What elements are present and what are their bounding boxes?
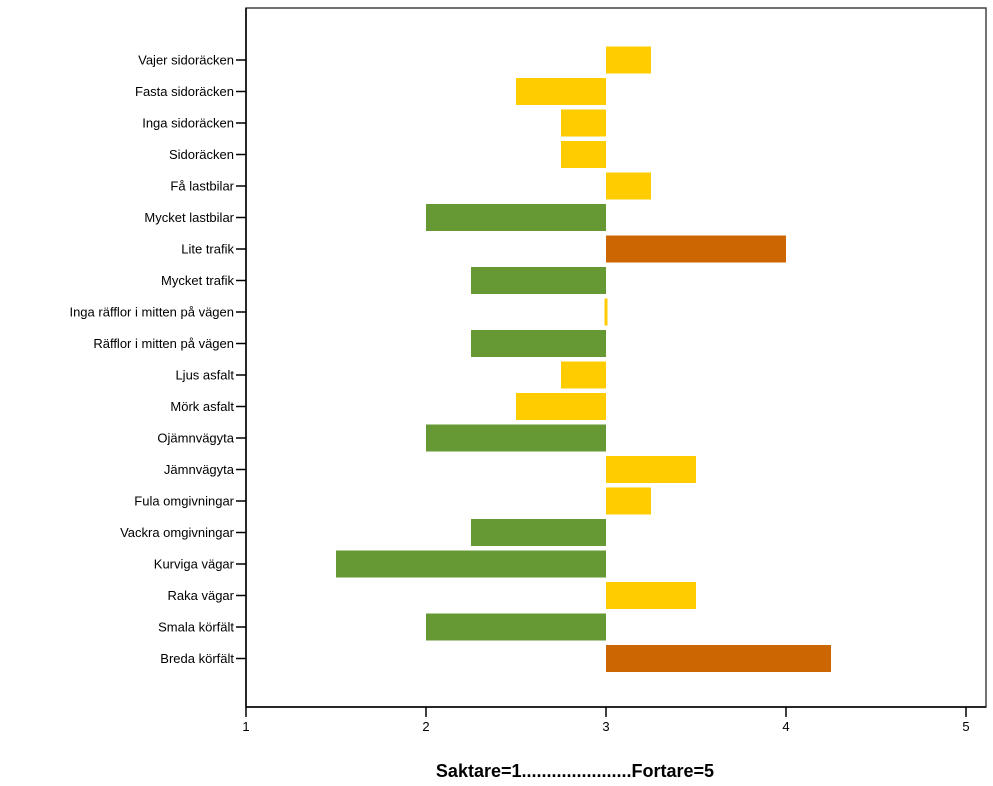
y-tick-label: Fasta sidoräcken: [135, 84, 234, 99]
bar: [606, 487, 651, 515]
bar: [336, 550, 606, 578]
x-tick-label: 4: [782, 719, 789, 734]
bar: [471, 267, 606, 294]
y-tick-label: Mörk asfalt: [170, 399, 234, 414]
y-tick-label: Mycket trafik: [161, 273, 234, 288]
bar: [561, 361, 606, 389]
bar: [561, 109, 606, 137]
bars-layer: [336, 46, 831, 672]
y-tick-label: Jämnvägyta: [164, 462, 235, 477]
y-tick-label: Lite trafik: [181, 242, 234, 257]
bar: [426, 204, 606, 231]
bar: [426, 424, 606, 452]
y-tick-label: Smala körfält: [158, 620, 234, 635]
y-tick-label: Raka vägar: [168, 588, 235, 603]
y-tick-label: Inga räfflor i mitten på vägen: [69, 305, 234, 320]
bar: [426, 613, 606, 641]
x-tick-label: 1: [242, 719, 249, 734]
x-axis: 1 2 3 4 5: [242, 706, 986, 734]
bar: [606, 172, 651, 200]
bar: [606, 46, 651, 74]
bar: [604, 298, 608, 326]
bar: [606, 645, 831, 672]
x-axis-title: Saktare=1......................Fortare=5: [436, 761, 714, 781]
y-tick-label: Få lastbilar: [170, 179, 234, 194]
bar: [561, 141, 606, 168]
y-tick-label: Vackra omgivningar: [120, 525, 235, 540]
y-tick-label: Räfflor i mitten på vägen: [93, 336, 234, 351]
bar: [606, 235, 786, 263]
y-tick-label: Ojämnvägyta: [157, 431, 234, 446]
bar: [606, 582, 696, 609]
bar: [516, 78, 606, 105]
y-tick-label: Inga sidoräcken: [142, 116, 234, 131]
x-tick-label: 2: [422, 719, 429, 734]
bar: [606, 456, 696, 483]
x-tick-label: 3: [602, 719, 609, 734]
y-tick-label: Breda körfält: [160, 651, 234, 666]
y-axis: Vajer sidoräcken Fasta sidoräcken Inga sid…: [69, 8, 247, 707]
bar: [516, 393, 606, 420]
y-tick-label: Fula omgivningar: [134, 494, 234, 509]
y-tick-label: Mycket lastbilar: [144, 210, 234, 225]
y-tick-label: Vajer sidoräcken: [138, 53, 234, 68]
y-tick-label: Ljus asfalt: [175, 368, 234, 383]
bar: [471, 519, 606, 546]
x-tick-label: 5: [962, 719, 969, 734]
y-tick-label: Kurviga vägar: [154, 557, 235, 572]
bar: [471, 330, 606, 357]
y-tick-label: Sidoräcken: [169, 147, 234, 162]
